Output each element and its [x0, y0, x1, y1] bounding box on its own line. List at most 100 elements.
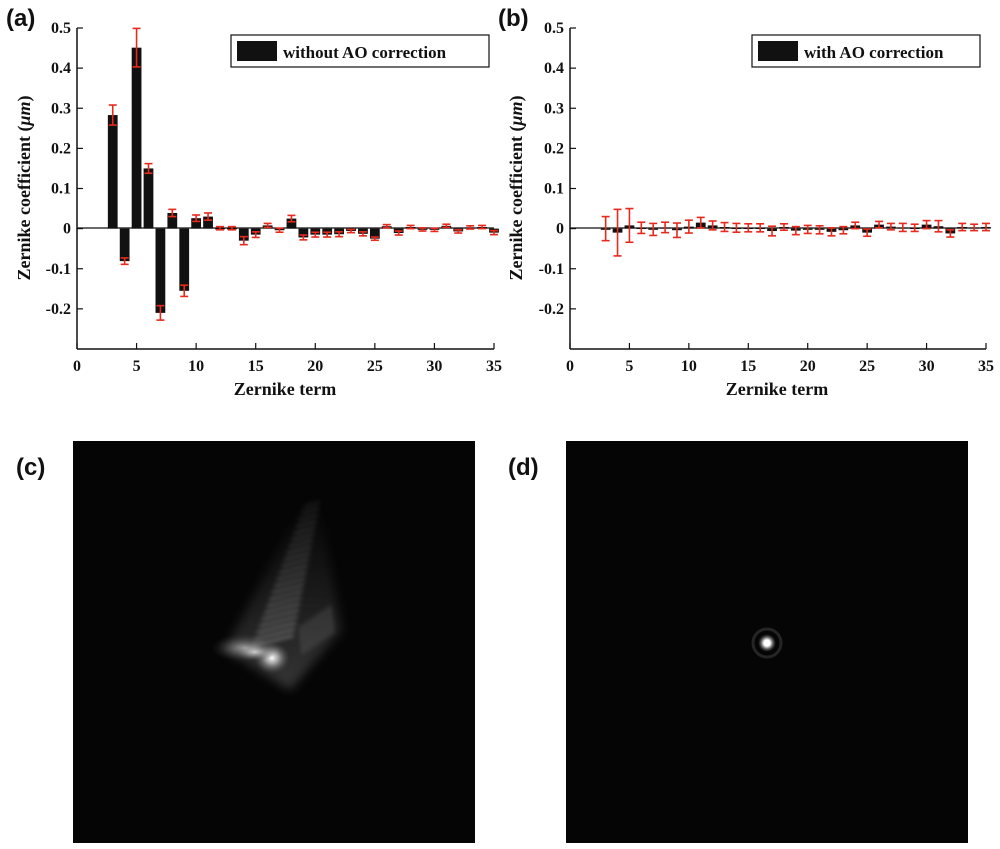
fringe-streak	[305, 621, 311, 650]
fringe-streak	[291, 533, 315, 541]
xtick-label-b: 0	[566, 358, 574, 375]
x-axis-label-a: Zernike term	[234, 379, 336, 399]
fringe-streak	[269, 590, 303, 601]
ytick-label-b: 0	[556, 221, 564, 238]
bar-a	[167, 212, 178, 229]
chart-a: -0.2 -0.1 0 0.1 0.2 0.3 0.4 0.5 0 5 10 15 20 25 30 35 Z…	[14, 20, 502, 399]
legend-b: with AO correction	[751, 34, 981, 68]
xtick-label-a: 25	[367, 358, 383, 375]
xtick-label-b: 25	[859, 358, 875, 375]
legend-swatch-a	[237, 41, 277, 61]
ytick-label-a: 0.3	[51, 100, 71, 117]
psf-image-d	[566, 441, 968, 843]
fringe-streak	[259, 615, 298, 628]
ytick-label-b: 0.1	[544, 181, 564, 198]
xtick-label-b: 30	[919, 358, 935, 375]
fringe-streak	[298, 514, 318, 521]
bar-a	[369, 228, 380, 239]
bar-a	[119, 228, 130, 262]
ytick-label-b: 0.2	[544, 140, 564, 157]
ytick-label-b: -0.1	[539, 261, 564, 278]
y-axis-label-a-unit: μm	[14, 102, 34, 127]
image-c-fringes	[251, 501, 334, 655]
ticks-b: -0.2 -0.1 0 0.1 0.2 0.3 0.4 0.5 0 5 10 15 20 25 30 35	[539, 20, 994, 375]
fringe-streak	[296, 520, 317, 528]
xtick-label-a: 30	[426, 358, 442, 375]
fringe-streak	[299, 625, 304, 655]
fringe-streak	[266, 596, 302, 608]
panel-label-a: (a)	[6, 5, 35, 32]
y-axis-label-a-prefix: Zernike coefficient (	[14, 126, 35, 281]
fringe-streak	[293, 526, 316, 535]
legend-label-b: with AO correction	[804, 43, 944, 62]
fringe-streak	[271, 583, 304, 594]
fringe-streak	[278, 564, 308, 575]
legend-label-a: without AO correction	[283, 43, 447, 62]
xtick-label-b: 10	[681, 358, 697, 375]
fringe-streak	[303, 501, 321, 508]
bar-a	[179, 228, 190, 291]
fringe-streak	[264, 602, 301, 614]
fringe-streak	[325, 608, 331, 637]
ytick-label-b: -0.2	[539, 301, 564, 318]
fringe-streak	[286, 545, 312, 555]
ytick-label-a: 0.4	[51, 60, 71, 77]
y-axis-label-a: Zernike coefficient (μm)	[14, 96, 35, 281]
fringe-streak	[315, 614, 321, 643]
bar-a	[131, 47, 142, 229]
y-axis-label-b: Zernike coefficient (μm)	[506, 96, 527, 281]
xtick-label-a: 15	[248, 358, 264, 375]
ytick-label-a: 0	[63, 221, 71, 238]
ytick-label-b: 0.3	[544, 100, 564, 117]
bars-b	[600, 207, 991, 257]
panel-label-b: (b)	[498, 5, 529, 32]
bar-a	[155, 228, 166, 313]
ytick-label-a: 0.5	[51, 20, 71, 37]
xtick-label-b: 5	[625, 358, 633, 375]
fringe-streak	[312, 617, 318, 646]
bar-a	[203, 216, 213, 229]
xtick-label-b: 20	[800, 358, 816, 375]
xtick-label-b: 15	[740, 358, 756, 375]
fringe-streak	[302, 623, 308, 652]
xtick-label-a: 10	[188, 358, 204, 375]
y-axis-label-b-suffix: )	[506, 96, 527, 102]
x-axis-label-b: Zernike term	[726, 379, 828, 399]
fringe-streak	[319, 612, 324, 641]
panel-label-c: (c)	[16, 454, 45, 481]
bars-a	[107, 27, 499, 321]
fringe-streak	[256, 621, 297, 634]
xtick-label-a: 35	[486, 358, 502, 375]
y-axis-label-b-prefix: Zernike coefficient (	[506, 126, 527, 281]
psf-image-c	[73, 441, 475, 843]
xtick-label-b: 35	[978, 358, 994, 375]
y-axis-label-a-suffix: )	[14, 96, 35, 102]
chart-b: -0.2 -0.1 0 0.1 0.2 0.3 0.4 0.5 0 5 10 15 20 25 30 35 Z…	[506, 20, 994, 399]
fringe-streak	[281, 558, 309, 568]
ytick-label-a: -0.2	[46, 301, 71, 318]
fringe-streak	[329, 605, 334, 635]
bar-a	[107, 115, 118, 229]
legend-a: without AO correction	[230, 34, 490, 68]
fringe-streak	[301, 507, 320, 515]
fringe-streak	[283, 552, 311, 561]
ytick-label-b: 0.4	[544, 60, 564, 77]
legend-swatch-b	[758, 41, 798, 61]
xtick-label-a: 20	[307, 358, 323, 375]
fringe-streak	[309, 619, 314, 648]
fringe-streak	[273, 577, 306, 588]
bar-a	[143, 168, 154, 229]
fringe-streak	[261, 609, 299, 621]
ticks-a: -0.2 -0.1 0 0.1 0.2 0.3 0.4 0.5 0 5 10 15 20 25 30 35	[46, 20, 502, 375]
ytick-label-a: 0.2	[51, 140, 71, 157]
bar-a	[238, 228, 249, 241]
ytick-label-a: -0.1	[46, 261, 71, 278]
xtick-label-a: 0	[73, 358, 81, 375]
bar-a	[298, 228, 309, 238]
bar-a	[191, 218, 202, 229]
fringe-streak	[276, 571, 307, 581]
bar-a	[286, 218, 297, 229]
fringe-streak	[288, 539, 313, 548]
ytick-label-b: 0.5	[544, 20, 564, 37]
